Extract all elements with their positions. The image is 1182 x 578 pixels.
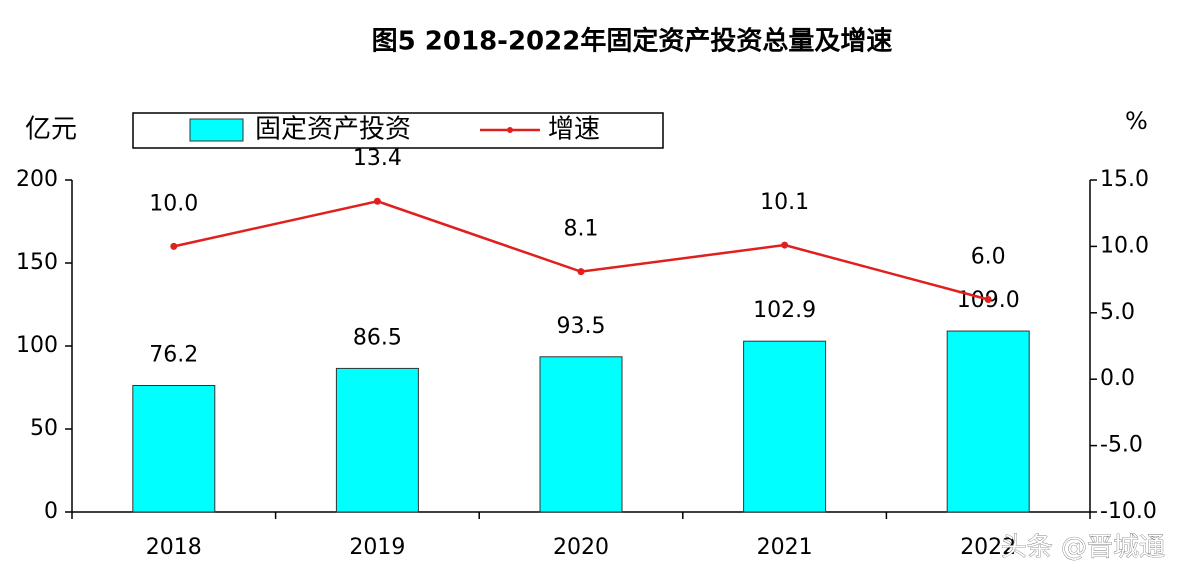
- line-marker: [373, 197, 381, 205]
- legend-marker: [507, 127, 513, 133]
- bar-value-label: 102.9: [753, 298, 816, 323]
- line-value-label: 6.0: [971, 245, 1006, 270]
- y2-tick-label: -5.0: [1100, 433, 1143, 458]
- line-value-label: 8.1: [564, 217, 599, 242]
- x-tick-label: 2021: [757, 535, 813, 560]
- y-tick-label: 100: [16, 333, 58, 358]
- legend-label: 固定资产投资: [255, 115, 411, 145]
- y2-axis-label: %: [1125, 107, 1148, 135]
- line-value-label: 13.4: [353, 146, 402, 171]
- x-tick-label: 2022: [960, 535, 1016, 560]
- bar-value-label: 86.5: [353, 325, 402, 350]
- bar: [539, 356, 623, 513]
- line-marker: [984, 296, 992, 304]
- x-tick-label: 2020: [553, 535, 609, 560]
- y-tick-label: 150: [16, 250, 58, 275]
- bar-value-label: 76.2: [149, 343, 198, 368]
- plot: 0 50 100 150 200 -10.0 -5.0 0.0 5.0 10.0 15.0 2018 7…: [16, 146, 1157, 560]
- y-tick-label: 0: [44, 499, 58, 524]
- line-marker: [577, 268, 585, 276]
- y-tick-label: 50: [30, 416, 58, 441]
- line-value-label: 10.0: [149, 191, 198, 216]
- y2-tick-label: 5.0: [1100, 300, 1135, 325]
- x-tick-label: 2019: [349, 535, 405, 560]
- line-marker: [170, 242, 178, 250]
- bar: [946, 330, 1030, 513]
- legend-label: 增速: [548, 115, 600, 145]
- line-marker: [781, 241, 789, 249]
- y2-tick-label: 10.0: [1100, 233, 1149, 258]
- bar: [335, 367, 419, 513]
- y2-tick-label: 0.0: [1100, 366, 1135, 391]
- y-tick-label: 200: [16, 167, 58, 192]
- bar-value-label: 93.5: [557, 314, 606, 339]
- bar: [132, 385, 216, 513]
- legend-swatch: [189, 118, 244, 142]
- y2-tick-label: 15.0: [1100, 167, 1149, 192]
- bar: [743, 340, 827, 513]
- chart-title: 图5 2018-2022年固定资产投资总量及增速: [372, 26, 893, 57]
- x-tick-label: 2018: [146, 535, 202, 560]
- y-axis-label: 亿元: [25, 115, 77, 145]
- line-value-label: 10.1: [760, 190, 809, 215]
- watermark: 头条 @晋城通: [1001, 533, 1165, 563]
- y2-tick-label: -10.0: [1100, 499, 1157, 524]
